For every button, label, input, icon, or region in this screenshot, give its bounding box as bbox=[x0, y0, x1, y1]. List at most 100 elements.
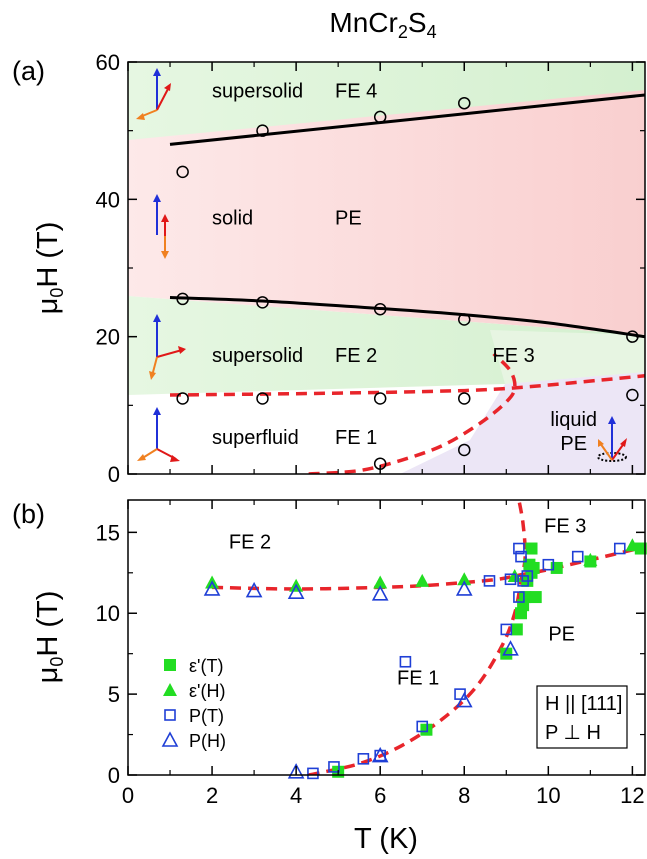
data-point bbox=[458, 392, 471, 405]
y-tick-label: 5 bbox=[108, 682, 120, 707]
data-point-series-3 bbox=[371, 746, 389, 763]
x-tick-label: 0 bbox=[122, 783, 134, 808]
data-point-series-1 bbox=[373, 575, 388, 589]
data-point bbox=[176, 392, 189, 405]
x-tick-label: 4 bbox=[290, 783, 302, 808]
legend-marker-3 bbox=[161, 731, 179, 747]
data-point-series-2 bbox=[513, 591, 525, 603]
spin-arrows-icon-fe2 bbox=[149, 314, 186, 380]
spin-arrows-icon-liquid bbox=[597, 416, 627, 462]
panel-b-xlabel: T (K) bbox=[354, 823, 418, 855]
data-point-series-3 bbox=[203, 580, 221, 596]
data-point-series-2 bbox=[613, 542, 626, 555]
data-point bbox=[626, 388, 639, 402]
data-point-series-3 bbox=[287, 763, 305, 779]
region-label-phase: supersolid bbox=[212, 345, 303, 367]
annotation-line-1: H || [111] bbox=[545, 693, 622, 715]
y-tick-label: 0 bbox=[108, 462, 120, 487]
region-label: PE bbox=[548, 624, 575, 646]
data-point-series-3 bbox=[502, 640, 519, 656]
y-tick-label: 60 bbox=[96, 50, 120, 75]
data-point-series-1 bbox=[415, 573, 430, 587]
data-point bbox=[176, 165, 189, 179]
x-tick-label: 12 bbox=[620, 783, 644, 808]
y-tick-label: 15 bbox=[96, 520, 120, 545]
data-point bbox=[373, 302, 387, 316]
region-label: FE 1 bbox=[397, 667, 439, 689]
data-point-series-2 bbox=[500, 623, 513, 636]
data-point-series-2 bbox=[328, 761, 340, 773]
region-label-phase: liquid bbox=[550, 409, 597, 431]
region-label-state: FE 2 bbox=[335, 345, 377, 367]
region-label-state: PE bbox=[560, 433, 587, 455]
data-point-series-0 bbox=[634, 542, 647, 555]
x-tick-label: 2 bbox=[206, 783, 218, 808]
panel-b-frame bbox=[127, 499, 646, 776]
region-label-phase: supersolid bbox=[212, 80, 303, 102]
data-point-series-2 bbox=[542, 558, 555, 571]
legend-marker-1 bbox=[163, 683, 177, 696]
data-point-series-2 bbox=[513, 542, 525, 555]
data-point bbox=[373, 110, 387, 124]
legend: ε'(T) ε'(H) P(T) P(H) bbox=[161, 656, 226, 751]
data-point bbox=[458, 96, 471, 110]
region-label-phase: solid bbox=[212, 208, 253, 230]
phase-boundary-line-0 bbox=[169, 93, 645, 146]
panel-b-ylabel: μ0H (T) bbox=[32, 591, 67, 684]
y-tick-label: 0 bbox=[108, 763, 120, 788]
data-point-series-3 bbox=[371, 585, 389, 601]
field-orientation-annotation: H || [111] P ⊥ H bbox=[536, 685, 628, 749]
y-tick-label: 40 bbox=[96, 187, 120, 212]
region-label-state: FE 1 bbox=[335, 427, 377, 449]
data-point-series-2 bbox=[399, 655, 412, 668]
annotation-line-2: P ⊥ H bbox=[545, 722, 601, 744]
spin-arrows-icon-fe4 bbox=[136, 68, 171, 120]
region-label: FE 3 bbox=[544, 515, 586, 537]
data-point-series-0 bbox=[525, 542, 538, 555]
region-label: FE 2 bbox=[229, 532, 271, 554]
data-point-series-2 bbox=[307, 767, 319, 780]
legend-label: P(T) bbox=[189, 706, 224, 726]
legend-marker-0 bbox=[164, 659, 176, 671]
y-tick-label: 10 bbox=[96, 601, 120, 626]
x-tick-label: 10 bbox=[536, 783, 560, 808]
data-point bbox=[256, 296, 269, 309]
legend-marker-2 bbox=[164, 709, 176, 721]
data-point-series-3 bbox=[287, 583, 305, 600]
panel-a-phase-regions bbox=[128, 62, 645, 474]
data-point bbox=[458, 313, 471, 326]
data-point-series-2 bbox=[374, 749, 386, 762]
y-tick-label: 20 bbox=[96, 325, 120, 350]
region-pe-solid-bg bbox=[128, 90, 645, 335]
data-point-series-2 bbox=[504, 573, 517, 586]
data-point-series-2 bbox=[571, 550, 584, 563]
x-tick-label: 8 bbox=[458, 783, 470, 808]
panel-a: supersolid FE 4 solid PE supersolid FE 2 super… bbox=[12, 50, 646, 487]
region-fe3-bg bbox=[490, 330, 645, 384]
data-point bbox=[373, 392, 387, 405]
data-point-series-0 bbox=[500, 647, 513, 660]
data-point bbox=[256, 124, 269, 137]
data-point-series-1 bbox=[583, 552, 598, 566]
dashed-boundary-1 bbox=[308, 500, 528, 775]
figure-title: MnCr2S4 bbox=[329, 7, 436, 42]
data-point-series-2 bbox=[521, 570, 534, 582]
region-label-state: FE 3 bbox=[493, 345, 535, 367]
data-point bbox=[458, 443, 471, 457]
dashed-boundary-1 bbox=[308, 352, 517, 474]
data-point-series-3 bbox=[455, 691, 473, 708]
panel-b-label: (b) bbox=[12, 499, 45, 529]
dashed-boundary-0 bbox=[212, 545, 645, 591]
legend-label: ε'(T) bbox=[189, 656, 223, 676]
region-label-phase: superfluid bbox=[212, 427, 299, 449]
legend-label: P(H) bbox=[189, 731, 226, 751]
region-label-state: PE bbox=[335, 208, 362, 230]
data-point-series-2 bbox=[483, 575, 496, 587]
data-point-series-2 bbox=[515, 550, 527, 563]
data-point-series-0 bbox=[510, 623, 523, 636]
data-point-series-3 bbox=[455, 580, 473, 596]
region-label-state: FE 4 bbox=[335, 80, 377, 102]
data-point-series-3 bbox=[245, 581, 263, 598]
spin-arrows-icon-fe1 bbox=[137, 407, 180, 462]
